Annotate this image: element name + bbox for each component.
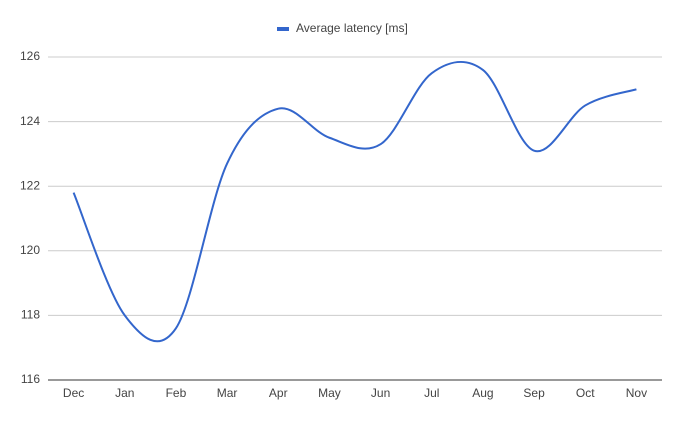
y-tick-label: 124 [20, 114, 40, 128]
x-tick-label: Mar [217, 386, 238, 400]
x-tick-label: Aug [472, 386, 493, 400]
legend-label: Average latency [ms] [296, 21, 408, 35]
y-tick-label: 126 [20, 49, 40, 63]
x-tick-label: Feb [166, 386, 187, 400]
y-tick-label: 122 [20, 178, 40, 192]
legend-swatch [277, 27, 289, 31]
x-tick-label: Apr [269, 386, 288, 400]
x-tick-label: Sep [523, 386, 545, 400]
y-tick-label: 116 [21, 372, 40, 386]
y-tick-label: 118 [21, 308, 40, 322]
x-tick-label: Oct [576, 386, 595, 400]
x-tick-label: Jun [371, 386, 390, 400]
x-tick-label: Jan [115, 386, 134, 400]
x-tick-label: Nov [626, 386, 647, 400]
line [72, 60, 637, 343]
y-tick-label: 120 [20, 243, 40, 257]
x-tick-label: Jul [424, 386, 439, 400]
x-tick-label: May [318, 386, 341, 400]
x-tick-label: Dec [63, 386, 84, 400]
